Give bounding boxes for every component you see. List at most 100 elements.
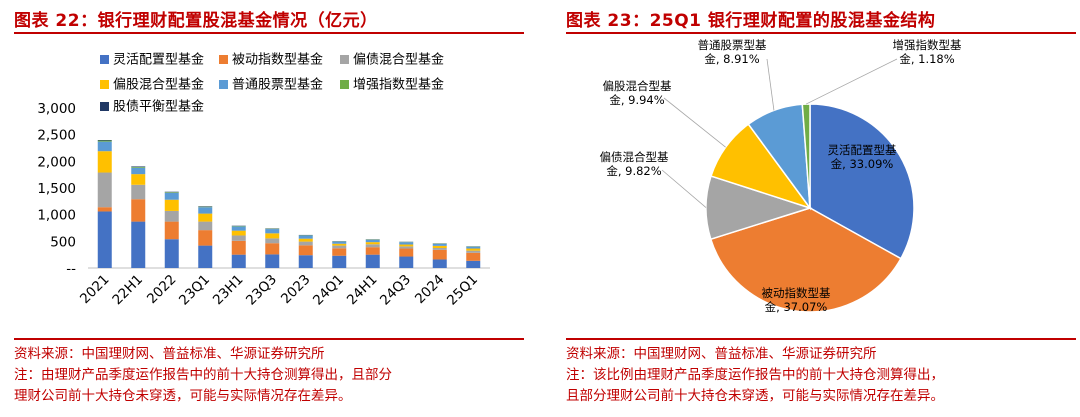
x-tick-label: 2021	[77, 272, 113, 308]
right-chart-panel: 图表 23：25Q1 银行理财配置的股混基金结构 灵活配置型基 金, 33.09%…	[552, 0, 1080, 417]
bar-segment	[399, 244, 414, 247]
bar-segment	[332, 255, 347, 268]
y-tick-label: 3,000	[37, 101, 76, 117]
legend-swatch	[100, 80, 109, 89]
bar-segment	[399, 246, 414, 249]
bar-segment	[131, 166, 146, 167]
bar-segment	[97, 172, 112, 208]
bar-segment	[131, 174, 146, 185]
bar-segment	[97, 211, 112, 268]
bar-segment	[365, 242, 380, 245]
x-tick-label: 23Q3	[243, 272, 280, 309]
left-note-line-1: 注：由理财产品季度运作报告中的前十大持仓测算得出，且部分	[14, 367, 392, 383]
pie-label-line2: 金, 8.91%	[704, 52, 759, 66]
legend-label: 偏股混合型基金	[113, 77, 204, 93]
right-note-line-2: 且部分理财公司前十大持仓未穿透，可能与实际情况存在差异。	[566, 388, 944, 404]
bar-segment	[198, 213, 213, 222]
left-notes-rule	[14, 338, 524, 340]
bar-segment	[466, 260, 481, 268]
bar-segment	[365, 244, 380, 248]
bar-segment	[332, 245, 347, 249]
bar-segment	[198, 245, 213, 268]
bar-segment	[332, 248, 347, 256]
left-notes: 资料来源：中国理财网、普益标准、华源证券研究所 注：由理财产品季度运作报告中的前…	[14, 344, 392, 407]
right-note-line-1: 注：该比例由理财产品季度运作报告中的前十大持仓测算得出，	[566, 367, 944, 383]
x-tick-label: 2022	[144, 272, 180, 308]
legend-label: 普通股票型基金	[232, 77, 323, 93]
right-source-text: 资料来源：中国理财网、普益标准、华源证券研究所	[566, 346, 877, 362]
left-chart-title: 图表 22：银行理财配置股混基金情况（亿元）	[14, 11, 378, 31]
pie-slice	[809, 103, 915, 260]
pie-label-line2: 金, 9.82%	[606, 164, 661, 178]
bar-segment	[432, 249, 447, 260]
x-tick-label: 25Q1	[444, 272, 481, 309]
pie-leader-line	[661, 169, 707, 208]
legend-swatch	[100, 55, 109, 64]
pie-label-line1: 被动指数型基	[762, 286, 831, 300]
bar-segment	[298, 245, 313, 256]
left-source-text: 资料来源：中国理财网、普益标准、华源证券研究所	[14, 346, 325, 362]
bar-segment	[164, 221, 179, 240]
pie-chart: 灵活配置型基金, 33.09% 被动指数型基金, 37.07% 偏债混合型基金, 9…	[600, 38, 962, 314]
bar-segment	[164, 210, 179, 222]
y-tick-label: 2,000	[37, 154, 76, 170]
legend-swatch	[340, 80, 349, 89]
bar-segment	[97, 140, 112, 141]
bar-segment	[399, 256, 414, 268]
bar-segment	[131, 167, 146, 175]
y-tick-label: 1,000	[37, 208, 76, 224]
bar-segment	[432, 245, 447, 248]
bar-segment	[198, 206, 213, 208]
bar-segment	[97, 141, 112, 152]
bar-segment	[298, 241, 313, 246]
bar-segment	[265, 254, 280, 268]
bar-segment	[131, 184, 146, 200]
bar-segment	[231, 235, 246, 241]
bar-segment	[332, 243, 347, 246]
bar-segment	[466, 250, 481, 253]
bar-segment	[432, 259, 447, 268]
legend-swatch	[219, 80, 228, 89]
bar-segment	[164, 192, 179, 193]
bar-segment	[97, 151, 112, 173]
pie-label-line1: 偏股混合型基	[603, 79, 672, 93]
pie-label-line1: 增强指数型基	[893, 38, 962, 52]
bar-segment	[399, 248, 414, 257]
left-note-line-2: 理财公司前十大持仓未穿透，可能与实际情况存在差异。	[14, 388, 352, 404]
bar-segment	[164, 239, 179, 268]
right-notes: 资料来源：中国理财网、普益标准、华源证券研究所 注：该比例由理财产品季度运作报告…	[566, 344, 944, 407]
bar-segment	[198, 230, 213, 246]
pie-label-line2: 金, 33.09%	[831, 157, 894, 171]
bar-segment	[131, 199, 146, 222]
bar-segment	[265, 229, 280, 234]
left-title-rule	[14, 32, 524, 34]
bar-segment	[466, 252, 481, 261]
bar-segment	[164, 199, 179, 211]
x-tick-label: 2024	[412, 272, 448, 308]
bar-segment	[164, 192, 179, 200]
pie-leader-line	[663, 97, 726, 148]
bar-segment	[265, 233, 280, 239]
x-tick-label: 24Q1	[310, 272, 347, 309]
pie-slice	[709, 207, 902, 313]
bar-segment	[365, 247, 380, 255]
bar-segment	[365, 239, 380, 243]
bar-segment	[298, 235, 313, 239]
legend-swatch	[219, 55, 228, 64]
right-notes-rule	[566, 338, 1076, 340]
y-tick-label: 1,500	[37, 181, 76, 197]
bar-segment	[231, 226, 246, 231]
pie-label-line1: 偏债混合型基	[600, 150, 669, 164]
bar-segment	[231, 230, 246, 236]
left-chart-panel: 图表 22：银行理财配置股混基金情况（亿元） 灵活配置型基金 被动指数型基金 偏债混…	[0, 0, 528, 417]
bar-segment	[298, 255, 313, 268]
y-tick-label: 500	[50, 234, 76, 250]
bar-segment	[432, 248, 447, 250]
bar-segment	[97, 140, 112, 142]
bar-segment	[265, 238, 280, 244]
bar-segment	[365, 254, 380, 268]
bar-segment	[231, 240, 246, 255]
legend-label: 偏债混合型基金	[353, 52, 444, 68]
pie-leader-line	[766, 58, 775, 111]
